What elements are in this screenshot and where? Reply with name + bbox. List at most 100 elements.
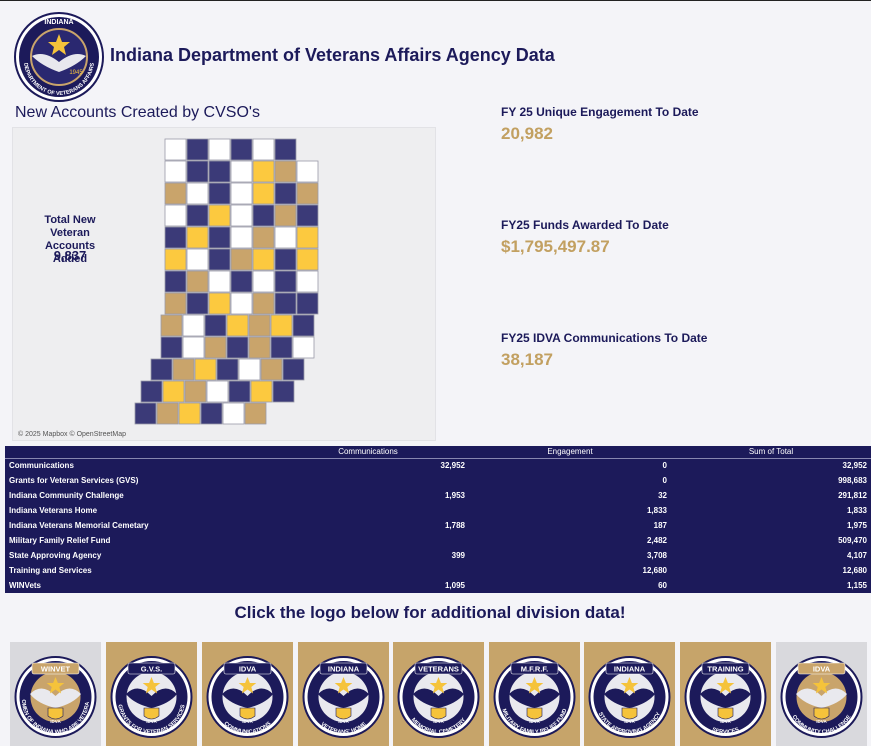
division-data-table[interactable]: Communications Engagement Sum of Total C…: [5, 446, 871, 593]
county-shape[interactable]: [182, 336, 205, 359]
division-logo-gvs-1[interactable]: IDVA G.V.S. GRANTS FOR VETERAN SERVICES: [106, 642, 197, 746]
county-shape[interactable]: [186, 160, 209, 183]
division-logo-training-7[interactable]: IDVA TRAINING SERVICES: [680, 642, 771, 746]
county-shape[interactable]: [274, 226, 297, 249]
county-shape[interactable]: [208, 226, 231, 249]
header-communications[interactable]: Communications: [267, 446, 469, 459]
county-shape[interactable]: [274, 182, 297, 205]
division-logo-veterans-4[interactable]: IDVA VETERANS MEMORIAL CEMETERY: [393, 642, 484, 746]
county-shape[interactable]: [186, 204, 209, 227]
county-shape[interactable]: [230, 226, 253, 249]
header-sum-of-total[interactable]: Sum of Total: [671, 446, 871, 459]
county-shape[interactable]: [296, 226, 319, 249]
county-shape[interactable]: [208, 204, 231, 227]
county-shape[interactable]: [230, 292, 253, 315]
county-shape[interactable]: [186, 182, 209, 205]
county-shape[interactable]: [252, 182, 275, 205]
county-shape[interactable]: [252, 248, 275, 271]
county-shape[interactable]: [248, 336, 271, 359]
county-shape[interactable]: [226, 314, 249, 337]
county-shape[interactable]: [230, 182, 253, 205]
county-shape[interactable]: [164, 182, 187, 205]
table-row[interactable]: Indiana Veterans Memorial Cemetary 1,788 1…: [5, 518, 871, 533]
county-shape[interactable]: [270, 314, 293, 337]
county-shape[interactable]: [164, 292, 187, 315]
county-shape[interactable]: [230, 204, 253, 227]
county-shape[interactable]: [296, 270, 319, 293]
county-shape[interactable]: [270, 336, 293, 359]
table-row[interactable]: WINVets 1,095 60 1,155: [5, 578, 871, 593]
county-shape[interactable]: [204, 314, 227, 337]
county-shape[interactable]: [252, 226, 275, 249]
county-shape[interactable]: [186, 248, 209, 271]
header-engagement[interactable]: Engagement: [469, 446, 671, 459]
county-shape[interactable]: [186, 226, 209, 249]
county-shape[interactable]: [274, 270, 297, 293]
county-shape[interactable]: [296, 248, 319, 271]
county-shape[interactable]: [292, 336, 315, 359]
county-shape[interactable]: [238, 358, 261, 381]
county-shape[interactable]: [164, 226, 187, 249]
county-shape[interactable]: [208, 248, 231, 271]
table-row[interactable]: Training and Services 12,680 12,680: [5, 563, 871, 578]
cvso-county-map[interactable]: Total New Veteran Accounts Added 9,837 ©…: [12, 127, 436, 441]
county-shape[interactable]: [226, 336, 249, 359]
county-shape[interactable]: [216, 358, 239, 381]
county-shape[interactable]: [140, 380, 163, 403]
county-shape[interactable]: [164, 270, 187, 293]
division-logo-idva-2[interactable]: IDVA IDVA COMMUNICATIONS: [202, 642, 293, 746]
county-shape[interactable]: [228, 380, 251, 403]
county-shape[interactable]: [252, 160, 275, 183]
county-shape[interactable]: [244, 402, 267, 425]
table-row[interactable]: State Approving Agency 399 3,708 4,107: [5, 548, 871, 563]
county-shape[interactable]: [296, 292, 319, 315]
county-shape[interactable]: [230, 270, 253, 293]
division-logo-winvet-0[interactable]: IDVAWINVETWOMEN OF INDIANA WHO ARE VETER…: [10, 642, 101, 746]
table-row[interactable]: Indiana Veterans Home 1,833 1,833: [5, 503, 871, 518]
county-shape[interactable]: [186, 270, 209, 293]
county-shape[interactable]: [200, 402, 223, 425]
county-shape[interactable]: [252, 270, 275, 293]
table-row[interactable]: Communications 32,952 0 32,952: [5, 458, 871, 473]
county-shape[interactable]: [208, 182, 231, 205]
county-shape[interactable]: [164, 138, 187, 161]
county-shape[interactable]: [252, 292, 275, 315]
county-shape[interactable]: [204, 336, 227, 359]
county-choropleth[interactable]: [13, 128, 436, 441]
county-shape[interactable]: [164, 248, 187, 271]
county-shape[interactable]: [248, 314, 271, 337]
county-shape[interactable]: [274, 160, 297, 183]
county-shape[interactable]: [156, 402, 179, 425]
county-shape[interactable]: [208, 160, 231, 183]
county-shape[interactable]: [274, 292, 297, 315]
county-shape[interactable]: [274, 138, 297, 161]
county-shape[interactable]: [134, 402, 157, 425]
county-shape[interactable]: [160, 336, 183, 359]
county-shape[interactable]: [208, 270, 231, 293]
county-shape[interactable]: [208, 138, 231, 161]
division-logo-idva-8[interactable]: IDVA IDVA COMMUNITY CHALLENGE: [776, 642, 867, 746]
county-shape[interactable]: [162, 380, 185, 403]
county-shape[interactable]: [194, 358, 217, 381]
map-attribution[interactable]: © 2025 Mapbox © OpenStreetMap: [18, 431, 126, 438]
county-shape[interactable]: [274, 204, 297, 227]
county-shape[interactable]: [164, 204, 187, 227]
county-shape[interactable]: [230, 248, 253, 271]
county-shape[interactable]: [230, 160, 253, 183]
county-shape[interactable]: [186, 292, 209, 315]
county-shape[interactable]: [292, 314, 315, 337]
division-logo-indiana-3[interactable]: IDVA INDIANA VETERANS' HOME: [298, 642, 389, 746]
county-shape[interactable]: [178, 402, 201, 425]
county-shape[interactable]: [208, 292, 231, 315]
county-shape[interactable]: [184, 380, 207, 403]
county-shape[interactable]: [260, 358, 283, 381]
county-shape[interactable]: [186, 138, 209, 161]
county-shape[interactable]: [272, 380, 295, 403]
division-logo-indiana-6[interactable]: IDVA INDIANA STATE APPROVING AGENCY: [584, 642, 675, 746]
county-shape[interactable]: [222, 402, 245, 425]
county-shape[interactable]: [252, 204, 275, 227]
county-shape[interactable]: [206, 380, 229, 403]
county-shape[interactable]: [282, 358, 305, 381]
county-shape[interactable]: [274, 248, 297, 271]
table-row[interactable]: Grants for Veteran Services (GVS) 0 998,68…: [5, 473, 871, 488]
